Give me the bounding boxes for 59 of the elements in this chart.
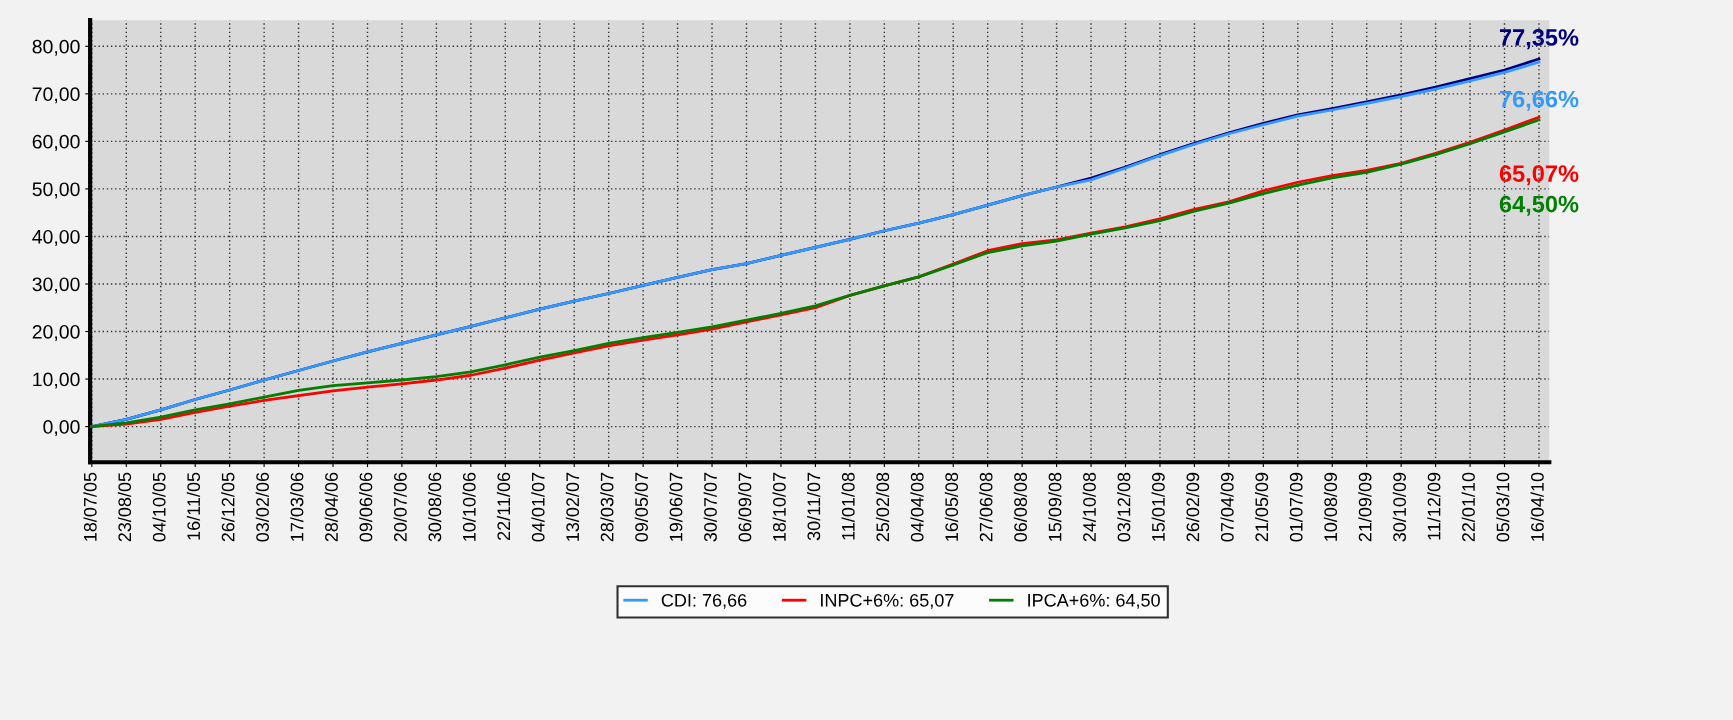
x-tick-label: 22/11/06 [496,472,511,540]
legend-label: IPCA+6%: 64,50 [1028,593,1160,609]
x-tick-label: 28/03/07 [600,472,614,542]
x-tick-label: 20/07/06 [393,472,407,542]
x-tick-label: 16/04/10 [1530,472,1544,541]
annotation: 64,50% [1499,195,1579,216]
x-tick-label: 03/12/08 [1117,472,1131,542]
x-tick-label: 10/10/06 [462,472,476,541]
x-tick-label: 04/01/07 [531,472,545,542]
x-tick-label: 09/05/07 [634,472,648,542]
y-tick-label: 40,00 [32,229,80,246]
x-tick-label: 05/03/10 [1496,472,1510,542]
y-tick-label: 20,00 [32,324,80,342]
x-tick-label: 26/02/09 [1186,472,1200,542]
x-tick-label: 03/02/06 [255,472,269,542]
x-tick-label: 10/08/09 [1323,472,1338,541]
y-tick-label: 80,00 [32,39,80,56]
x-tick-label: 27/06/08 [979,472,993,542]
y-tick-label: 0,00 [43,420,80,437]
annotation: 77,35% [1499,29,1579,50]
legend-label: INPC+6%: 65,07 [821,593,954,609]
x-tick-label: 26/12/05 [221,472,235,542]
x-tick-label: 16/11/05 [186,472,201,540]
x-tick-label: 09/06/06 [359,472,373,542]
x-tick-label: 23/08/05 [117,472,132,542]
x-tick-label: 07/04/09 [1220,472,1234,542]
x-tick-label: 17/03/06 [290,472,304,541]
x-tick-label: 25/02/08 [875,472,890,542]
x-tick-label: 06/09/07 [738,472,752,542]
x-tick-label: 04/04/08 [910,472,924,542]
x-tick-label: 22/01/10 [1461,472,1475,542]
annotation: 65,07% [1499,165,1579,186]
x-tick-label: 21/09/09 [1358,472,1372,542]
y-tick-label: 30,00 [32,277,80,294]
x-tick-label: 15/01/09 [1151,472,1165,541]
x-tick-label: 11/12/09 [1427,472,1441,540]
x-tick-label: 11/01/08 [841,472,855,540]
x-tick-label: 01/07/09 [1289,472,1303,542]
annotation: 76,66% [1499,90,1579,111]
x-tick-label: 21/05/09 [1254,472,1269,542]
x-tick-label: 13/02/07 [565,472,580,541]
x-tick-label: 24/10/08 [1082,472,1096,542]
x-tick-label: 18/07/05 [83,472,97,541]
y-tick-label: 50,00 [32,182,80,199]
x-tick-label: 06/08/08 [1013,472,1027,542]
x-tick-label: 28/04/06 [324,472,338,542]
y-tick-label: 10,00 [33,372,80,389]
y-tick-label: 60,00 [32,134,80,151]
x-tick-label: 30/07/07 [703,472,717,542]
x-tick-label: 16/05/08 [944,472,959,541]
legend-label: CDI: 76,66 [661,593,747,609]
y-tick-label: 70,00 [32,87,80,104]
x-tick-label: 19/06/07 [669,472,683,541]
x-tick-label: 04/10/05 [152,472,166,542]
x-tick-label: 30/10/09 [1392,472,1406,542]
x-tick-label: 18/10/07 [772,472,786,541]
x-tick-label: 30/08/06 [427,472,442,542]
x-tick-label: 15/09/08 [1048,472,1062,541]
x-tick-label: 30/11/07 [806,472,821,541]
